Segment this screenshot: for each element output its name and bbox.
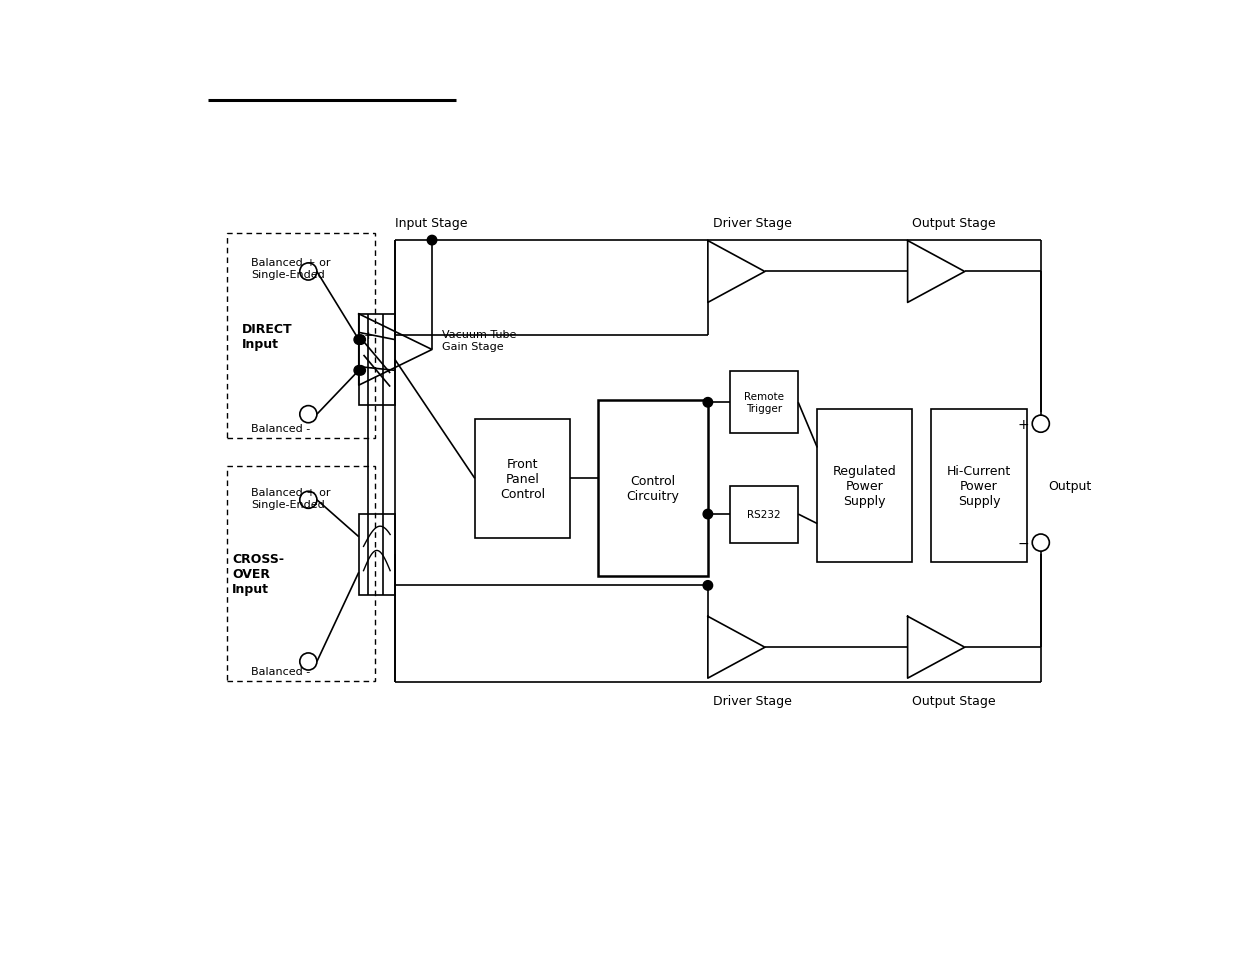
Text: Balanced -: Balanced - <box>251 666 310 676</box>
Text: Hi-Current
Power
Supply: Hi-Current Power Supply <box>947 464 1011 508</box>
Bar <box>730 486 798 543</box>
Bar <box>730 372 798 434</box>
Circle shape <box>703 398 713 408</box>
Circle shape <box>354 335 363 345</box>
Text: +: + <box>1018 417 1030 431</box>
Text: Front
Panel
Control: Front Panel Control <box>500 457 545 500</box>
Text: RS232: RS232 <box>747 510 781 519</box>
Text: Regulated
Power
Supply: Regulated Power Supply <box>832 464 897 508</box>
Text: Output: Output <box>1049 479 1092 493</box>
Bar <box>818 410 913 562</box>
Bar <box>359 515 395 596</box>
Text: DIRECT
Input: DIRECT Input <box>242 322 293 351</box>
Text: Output Stage: Output Stage <box>913 694 995 707</box>
Bar <box>359 314 395 405</box>
Text: +: + <box>363 331 373 341</box>
Circle shape <box>427 236 437 246</box>
Text: Control
Circuitry: Control Circuitry <box>626 475 679 502</box>
Circle shape <box>356 366 366 375</box>
Bar <box>227 467 375 680</box>
Text: Balanced + or
Single-Ended: Balanced + or Single-Ended <box>251 258 331 279</box>
Text: CROSS-
OVER
Input: CROSS- OVER Input <box>232 553 284 596</box>
Text: Vacuum Tube
Gain Stage: Vacuum Tube Gain Stage <box>442 330 516 352</box>
Text: Remote
Trigger: Remote Trigger <box>743 392 784 414</box>
Circle shape <box>703 510 713 519</box>
Bar <box>227 234 375 438</box>
Text: −: − <box>363 362 373 373</box>
Text: Output Stage: Output Stage <box>913 216 995 230</box>
Bar <box>599 400 708 577</box>
Text: Driver Stage: Driver Stage <box>713 216 792 230</box>
Text: −: − <box>1018 536 1030 550</box>
Text: Input Stage: Input Stage <box>395 216 467 230</box>
Bar <box>474 419 569 538</box>
Bar <box>931 410 1026 562</box>
Circle shape <box>354 366 363 375</box>
Text: Balanced -: Balanced - <box>251 424 310 434</box>
Text: Driver Stage: Driver Stage <box>713 694 792 707</box>
Circle shape <box>703 581 713 591</box>
Text: Balanced + or
Single-Ended: Balanced + or Single-Ended <box>251 488 331 510</box>
Circle shape <box>356 335 366 345</box>
